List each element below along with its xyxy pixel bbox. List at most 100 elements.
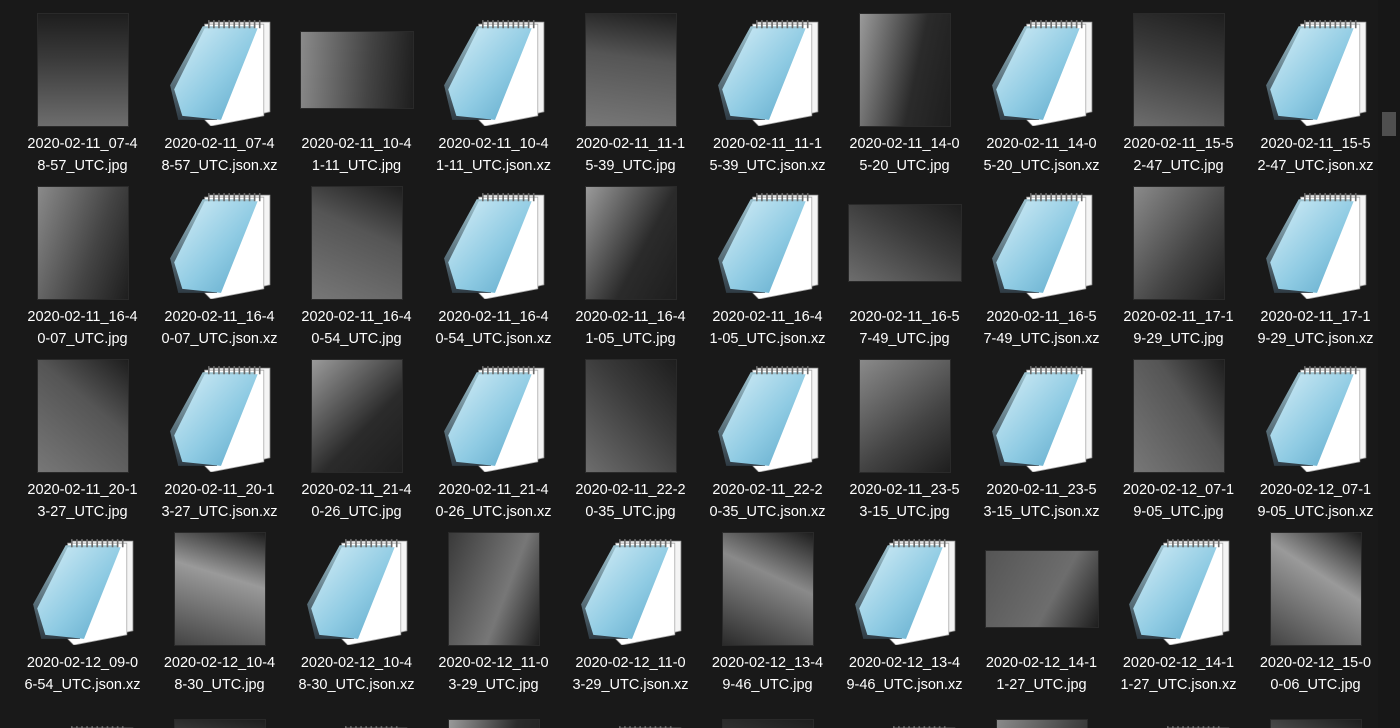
file-item[interactable]: 2020-02-11_16-4 0-54_UTC.jpg [288,173,425,347]
file-item[interactable]: 2020-02-11_17-1 9-29_UTC.json.xz [1247,173,1378,347]
file-icon [699,716,836,728]
file-item[interactable]: 2020-02-11_21-4 0-26_UTC.jpg [288,346,425,520]
file-icon [836,356,973,476]
notepad-icon [1260,360,1372,472]
file-item[interactable]: 2020-02-11_16-4 1-05_UTC.jpg [562,173,699,347]
file-item[interactable]: 2020-02-11_22-2 0-35_UTC.json.xz [699,346,836,520]
file-name-line: 3-15_UTC.jpg [859,504,950,520]
file-name-line: 2020-02-12_15-0 [1259,655,1372,671]
notepad-icon [164,360,276,472]
file-item[interactable]: 2020-02-11_16-4 0-07_UTC.json.xz [151,173,288,347]
file-item[interactable]: 2020-02-11_07-4 8-57_UTC.jpg [14,0,151,174]
photo-thumbnail [847,204,962,282]
file-item[interactable]: 2020-02-11_16-5 7-49_UTC.json.xz [973,173,1110,347]
file-item[interactable]: 2020-02-12_13-4 9-46_UTC.json.xz [836,519,973,693]
file-item[interactable]: 2020-02-12_14-1 1-27_UTC.jpg [973,519,1110,693]
file-name: 2020-02-11_23-5 3-15_UTC.json.xz [973,479,1110,523]
file-icon [973,183,1110,303]
file-item[interactable]: 2020-02-12_11-0 3-29_UTC.json.xz [562,519,699,693]
file-item[interactable]: 2020-02-11_07-4 8-57_UTC.json.xz [151,0,288,174]
file-name: 2020-02-11_16-5 7-49_UTC.json.xz [973,306,1110,350]
file-item[interactable]: 2020-02-11_16-5 7-49_UTC.jpg [836,173,973,347]
file-name-line: 8-57_UTC.json.xz [161,158,278,174]
notepad-icon [575,533,687,645]
file-item[interactable]: 2020-02-11_10-4 1-11_UTC.jpg [288,0,425,174]
file-item[interactable]: 2020-02-11_23-5 3-15_UTC.json.xz [973,346,1110,520]
file-item[interactable]: 2020-02-11_23-5 3-15_UTC.jpg [836,346,973,520]
photo-thumbnail [584,359,677,473]
notepad-icon [986,14,1098,126]
file-item[interactable]: 2020-02-11_20-1 3-27_UTC.jpg [14,346,151,520]
notepad-icon [1123,720,1235,728]
file-icon [425,716,562,728]
file-name-line: 2020-02-12_10-4 [163,655,276,671]
file-name-line: 2020-02-11_21-4 [301,482,412,498]
file-item[interactable]: 2020-02-11_22-2 0-35_UTC.jpg [562,346,699,520]
file-item[interactable]: 2020-02-12_14-1 1-27_UTC.json.xz [1110,519,1247,693]
file-icon [151,716,288,728]
notepad-icon [712,187,824,299]
file-icon [973,356,1110,476]
file-item[interactable]: 2020-02-11_17-1 9-29_UTC.jpg [1110,173,1247,347]
file-item[interactable]: 2020-02-11_10-4 1-11_UTC.json.xz [425,0,562,174]
file-name: 2020-02-11_07-4 8-57_UTC.jpg [14,133,151,177]
notepad-icon [849,533,961,645]
file-name: 2020-02-11_10-4 1-11_UTC.json.xz [425,133,562,177]
file-item[interactable]: 2020-02-11_21-4 0-26_UTC.json.xz [425,346,562,520]
file-item[interactable]: 2020-02-11_11-1 5-39_UTC.jpg [562,0,699,174]
file-item[interactable]: 2020-02-11_15-5 2-47_UTC.json.xz [1247,0,1378,174]
photo-thumbnail [584,186,677,300]
file-name-line: 5-20_UTC.json.xz [983,158,1100,174]
file-icon [973,716,1110,728]
file-item[interactable]: 2020-02-11_16-4 0-07_UTC.jpg [14,173,151,347]
file-name-line: 2020-02-11_07-4 [164,136,275,152]
file-icon [699,356,836,476]
file-item[interactable]: 2020-02-11_14-0 5-20_UTC.json.xz [973,0,1110,174]
file-item[interactable]: 2020-02-11_16-4 1-05_UTC.json.xz [699,173,836,347]
photo-thumbnail [995,719,1088,728]
file-name: 2020-02-11_21-4 0-26_UTC.jpg [288,479,425,523]
file-item[interactable]: 2020-02-11_20-1 3-27_UTC.json.xz [151,346,288,520]
file-name-line: 3-27_UTC.jpg [37,504,128,520]
file-name-line: 2020-02-12_14-1 [1122,655,1235,671]
file-name-line: 1-27_UTC.json.xz [1120,677,1237,693]
scrollbar[interactable] [1378,0,1400,728]
file-item[interactable]: 2020-02-12_07-1 9-05_UTC.jpg [1110,346,1247,520]
file-name-line: 5-39_UTC.jpg [585,158,676,174]
notepad-icon [27,720,139,728]
file-item[interactable]: 2020-02-11_16-4 0-54_UTC.json.xz [425,173,562,347]
file-name-line: 2020-02-11_20-1 [164,482,275,498]
file-item[interactable]: 2020-02-12_10-4 8-30_UTC.json.xz [288,519,425,693]
file-item[interactable]: 2020-02-12_11-0 3-29_UTC.jpg [425,519,562,693]
photo-thumbnail [721,532,814,646]
file-item[interactable]: 2020-02-12_09-0 6-54_UTC.json.xz [14,519,151,693]
file-name-line: 2020-02-12_07-1 [1122,482,1235,498]
file-icon [562,10,699,130]
file-item[interactable]: 2020-02-12_15-0 0-06_UTC.jpg [1247,519,1378,693]
file-item[interactable]: 2020-02-11_14-0 5-20_UTC.jpg [836,0,973,174]
file-item[interactable]: 2020-02-12_07-1 9-05_UTC.json.xz [1247,346,1378,520]
file-name-line: 0-35_UTC.jpg [585,504,676,520]
file-item[interactable]: 2020-02-12_10-4 8-30_UTC.jpg [151,519,288,693]
file-name-line: 2020-02-11_16-4 [164,309,275,325]
photo-thumbnail [721,719,814,728]
notepad-icon [712,360,824,472]
file-name: 2020-02-12_13-4 9-46_UTC.jpg [699,652,836,696]
file-item[interactable]: 2020-02-11_15-5 2-47_UTC.jpg [1110,0,1247,174]
file-name: 2020-02-11_22-2 0-35_UTC.json.xz [699,479,836,523]
photo-thumbnail [36,359,129,473]
scroll-thumb[interactable] [1382,112,1396,136]
file-icon [699,10,836,130]
file-name-line: 3-29_UTC.jpg [448,677,539,693]
file-item[interactable]: 2020-02-12_13-4 9-46_UTC.jpg [699,519,836,693]
file-icon [973,529,1110,649]
file-name-line: 3-15_UTC.json.xz [983,504,1100,520]
file-item-partial [288,706,425,728]
file-icon [151,356,288,476]
file-name-line: 2020-02-11_23-5 [849,482,960,498]
file-name-line: 2-47_UTC.jpg [1133,158,1224,174]
file-name-line: 2020-02-12_10-4 [300,655,413,671]
photo-thumbnail [36,13,129,127]
file-icon [562,356,699,476]
file-item[interactable]: 2020-02-11_11-1 5-39_UTC.json.xz [699,0,836,174]
